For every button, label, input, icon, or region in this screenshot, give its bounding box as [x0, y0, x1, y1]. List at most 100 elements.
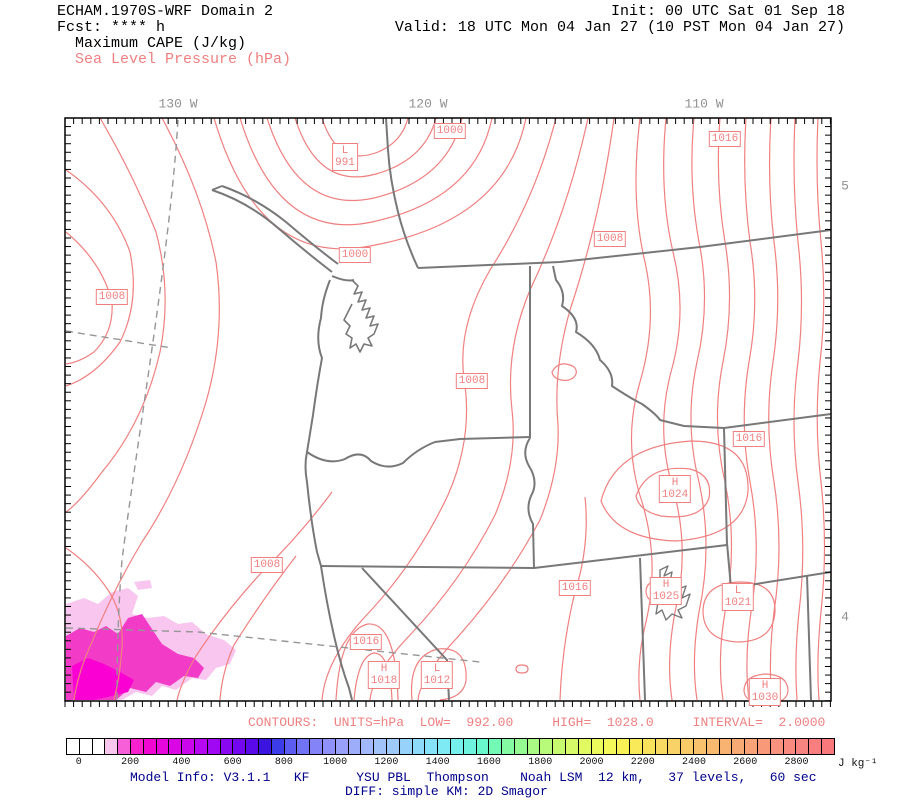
map-frame: [64, 117, 832, 702]
colorbar-cell: [513, 739, 527, 754]
contour-label: H 1018: [367, 661, 401, 689]
contour-label: L 1021: [721, 583, 755, 611]
colorbar-cell: [680, 739, 694, 754]
colorbar-cell: [321, 739, 335, 754]
colorbar-cell: [552, 739, 566, 754]
model-title: ECHAM.1970S-WRF Domain 2: [57, 3, 274, 20]
colorbar-cell: [104, 739, 118, 754]
colorbar-cell: [67, 739, 79, 754]
valid-time: Valid: 18 UTC Mon 04 Jan 27 (10 PST Mon …: [394, 19, 845, 36]
colorbar-cell: [603, 739, 617, 754]
colorbar-cell: [782, 739, 796, 754]
contour-info-line: CONTOURS: UNITS=hPa LOW= 992.00 HIGH= 10…: [248, 715, 826, 730]
longitude-label: 120 W: [408, 96, 448, 112]
colorbar-cell: [347, 739, 361, 754]
diff-info-line: DIFF: simple KM: 2D Smagor: [345, 784, 548, 799]
colorbar-cell: [206, 739, 220, 754]
colorbar-tick: 2200: [630, 757, 655, 768]
colorbar-cell: [718, 739, 732, 754]
colorbar-cell: [577, 739, 591, 754]
colorbar-cell: [821, 739, 834, 754]
juan-de-fuca: [331, 275, 355, 282]
colorbar-cell: [424, 739, 438, 754]
colorbar-cell: [245, 739, 258, 754]
puget-sound: [343, 279, 379, 353]
colorbar-tick: 800: [274, 757, 293, 768]
colorbar-tick: 1800: [528, 757, 553, 768]
colorbar-cell: [654, 739, 668, 754]
contour-label: 1008: [95, 289, 129, 305]
latitude-label: 5: [841, 178, 849, 194]
colorbar-cell: [501, 739, 514, 754]
map-axis-ticks: [64, 117, 831, 707]
colorbar-cell: [590, 739, 604, 754]
colorbar-cell: [475, 739, 489, 754]
colorbar-cell: [193, 739, 207, 754]
bc-coastline: [385, 118, 419, 269]
colorbar-cell: [795, 739, 809, 754]
colorbar-cell: [437, 739, 450, 754]
columbia-river-border: [306, 436, 531, 468]
colorbar-cell: [808, 739, 822, 754]
colorbar-cell: [129, 739, 143, 754]
colorbar-cell: [629, 739, 642, 754]
contour-label: 1016: [558, 580, 592, 596]
colorbar-unit: J kg⁻¹: [838, 758, 878, 770]
colorbar-tick: 2400: [682, 757, 707, 768]
colorbar-cell: [296, 739, 310, 754]
colorbar-tick: 2800: [784, 757, 809, 768]
colorbar-cell: [283, 739, 297, 754]
field-label-slp: Sea Level Pressure (hPa): [57, 51, 292, 68]
colorbar-tick: 0: [75, 757, 82, 768]
colorbar-cell: [270, 739, 284, 754]
ut-wy-border: [726, 542, 732, 589]
dashed-lines: [65, 119, 481, 701]
init-time: Init: 00 UTC Sat 01 Sep 18: [610, 3, 845, 20]
colorbar-cell: [462, 739, 476, 754]
colorbar-cell: [309, 739, 322, 754]
colorbar-cell: [385, 739, 399, 754]
colorbar-cell: [257, 739, 271, 754]
contour-label: L 1012: [420, 661, 454, 689]
colorbar-tick: 200: [121, 757, 140, 768]
colorbar-cell: [78, 739, 92, 754]
vancouver-island: [211, 185, 339, 273]
colorbar-cell: [705, 739, 719, 754]
colorbar-cell: [565, 739, 578, 754]
contour-label: 1016: [732, 431, 766, 447]
contour-label: 1008: [593, 231, 627, 247]
colorbar-cell: [757, 739, 770, 754]
cape-colorbar: [66, 738, 835, 755]
latitude-label: 4: [841, 609, 849, 625]
colorbar-cell: [373, 739, 386, 754]
colorbar-cell: [693, 739, 706, 754]
nv-ut-border: [639, 557, 646, 701]
colorbar-tick: 2000: [579, 757, 604, 768]
field-label-cape: Maximum CAPE (J/kg): [57, 35, 247, 52]
forecast-hour: Fcst: **** h: [57, 19, 166, 36]
contour-label: 1000: [433, 123, 467, 139]
colorbar-cell: [449, 739, 463, 754]
colorbar-cell: [411, 739, 425, 754]
ut-co-border: [806, 574, 812, 701]
colorbar-cell: [334, 739, 348, 754]
42n-border: [319, 544, 728, 569]
state-borders: [211, 118, 831, 701]
cape-shading: [66, 580, 236, 700]
contour-label: H 1030: [748, 678, 782, 706]
contour-label: 1016: [349, 634, 383, 650]
contour-label: H 1025: [649, 577, 683, 605]
contour-label: L 991: [332, 143, 358, 171]
contour-label: H 1024: [658, 475, 692, 503]
contour-label: 1000: [338, 247, 372, 263]
colorbar-cell: [769, 739, 783, 754]
longitude-label: 110 W: [684, 96, 724, 112]
colorbar-cell: [155, 739, 169, 754]
model-info-line: Model Info: V3.1.1 KF YSU PBL Thompson N…: [130, 770, 817, 785]
or-id-snake-border: [524, 437, 536, 569]
colorbar-cell: [731, 739, 745, 754]
contour-label: 1016: [708, 131, 742, 147]
contour-label: 1008: [250, 557, 284, 573]
